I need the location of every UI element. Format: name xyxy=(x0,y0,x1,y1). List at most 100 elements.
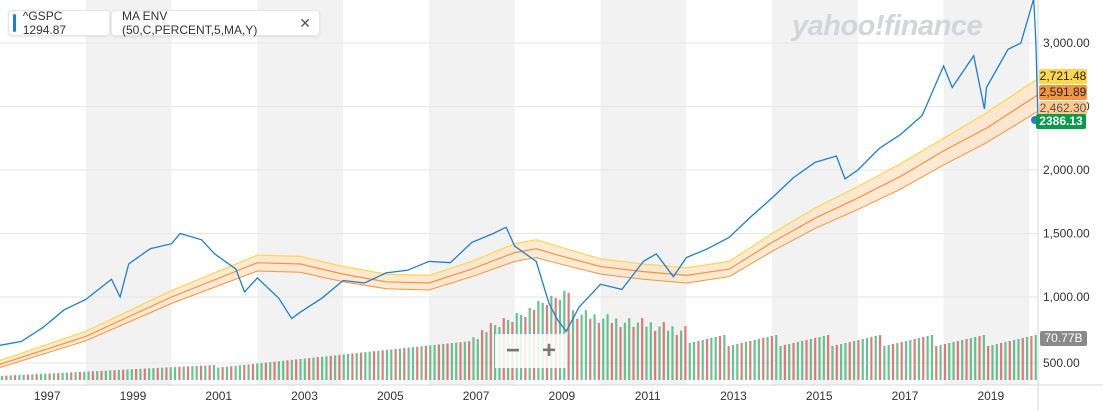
price-line xyxy=(0,0,1039,346)
volume-bar xyxy=(861,339,864,380)
volume-bar xyxy=(135,369,138,380)
volume-bar xyxy=(1021,338,1024,380)
x-tick-label: 2017 xyxy=(892,389,919,403)
volume-bar xyxy=(775,335,778,380)
volume-bar xyxy=(567,292,570,380)
volume-bar xyxy=(74,372,77,380)
volume-bar xyxy=(1030,336,1033,380)
zoom-out-button[interactable]: − xyxy=(505,337,520,364)
volume-bar xyxy=(113,370,116,380)
volume-bar xyxy=(779,346,782,380)
zoom-in-button[interactable]: + xyxy=(541,337,556,364)
volume-bar xyxy=(489,323,492,380)
volume-tag: 70.77B xyxy=(1040,331,1087,346)
year-shade-band xyxy=(600,0,687,385)
volume-bar xyxy=(48,373,51,380)
envelope-upper-line xyxy=(0,77,1039,362)
last-price-tag: 2386.13 xyxy=(1036,114,1086,129)
year-shade-band xyxy=(428,0,515,385)
volume-bar xyxy=(744,342,748,380)
volume-bar xyxy=(801,341,804,380)
volume-bar xyxy=(364,352,367,380)
volume-bar xyxy=(757,339,761,380)
volume-bar xyxy=(217,367,220,380)
volume-bar xyxy=(385,349,389,380)
volume-bar xyxy=(225,366,229,380)
volume-bar xyxy=(359,352,363,380)
volume-bar xyxy=(736,344,739,380)
volume-bar xyxy=(282,360,285,380)
volume-bar xyxy=(852,341,856,380)
volume-bar xyxy=(403,348,406,380)
volume-bar xyxy=(814,338,817,380)
volume-bar xyxy=(468,341,471,380)
volume-bar xyxy=(152,368,155,380)
volume-bar xyxy=(714,337,717,380)
volume-bar xyxy=(325,356,328,380)
volume-bar xyxy=(329,355,332,380)
volume-bar xyxy=(234,365,237,380)
close-icon[interactable]: ✕ xyxy=(299,14,311,31)
volume-bar xyxy=(143,368,146,380)
volume-bar xyxy=(251,363,255,380)
volume-bar xyxy=(455,342,458,380)
volume-bar xyxy=(273,361,276,380)
symbol-legend-label: ^GSPC 1294.87 xyxy=(22,9,67,37)
volume-bar xyxy=(420,346,423,380)
x-tick-label: 2005 xyxy=(377,389,404,403)
year-shade-band xyxy=(257,0,344,385)
volume-bar xyxy=(9,375,12,380)
volume-bar xyxy=(308,358,311,380)
volume-bar xyxy=(649,322,652,380)
volume-bar xyxy=(411,347,415,380)
x-tick-label: 1999 xyxy=(120,389,147,403)
volume-bar xyxy=(576,318,579,380)
volume-bar xyxy=(623,322,626,380)
volume-bar xyxy=(913,339,916,380)
series-color-marker xyxy=(13,14,16,32)
volume-bar xyxy=(83,371,86,380)
x-tick-label: 2009 xyxy=(549,389,576,403)
symbol-legend-chip[interactable]: ^GSPC 1294.87 xyxy=(8,9,110,37)
volume-bar xyxy=(346,353,350,380)
zoom-controls: − + xyxy=(495,334,567,368)
volume-bar xyxy=(667,330,670,380)
volume-bar xyxy=(437,344,440,380)
volume-bar xyxy=(450,343,453,380)
volume-bar xyxy=(710,338,713,380)
year-shade-band xyxy=(772,0,858,385)
volume-bar xyxy=(333,355,337,380)
volume-bar xyxy=(230,366,233,380)
volume-bar xyxy=(109,370,112,380)
volume-bar xyxy=(390,349,393,380)
volume-bar xyxy=(766,337,769,380)
envelope-lower-line xyxy=(0,110,1039,368)
volume-bar xyxy=(96,371,99,380)
volume-bar xyxy=(256,363,259,380)
volume-bar xyxy=(930,335,934,380)
volume-bar xyxy=(805,340,808,380)
volume-bar xyxy=(969,338,972,380)
indicator-legend-label: MA ENV (50,C,PERCENT,5,MA,Y) xyxy=(122,9,258,37)
volume-bar xyxy=(264,362,267,380)
volume-bar xyxy=(995,344,998,380)
volume-bar xyxy=(610,322,613,380)
volume-bar xyxy=(848,342,851,380)
indicator-legend-chip[interactable]: MA ENV (50,C,PERCENT,5,MA,Y) ✕ xyxy=(111,9,320,37)
volume-bar xyxy=(658,326,661,380)
volume-bar xyxy=(351,353,354,380)
volume-bar xyxy=(338,354,341,380)
volume-bar xyxy=(870,337,873,380)
volume-bar xyxy=(697,341,700,380)
x-tick-label: 2019 xyxy=(977,389,1004,403)
volume-bar xyxy=(857,340,860,380)
volume-bar xyxy=(459,342,462,380)
volume-bar xyxy=(221,367,224,380)
volume-bar xyxy=(18,375,21,380)
volume-bar xyxy=(922,337,925,380)
volume-bar xyxy=(645,326,648,380)
volume-bar xyxy=(472,337,475,380)
volume-bar xyxy=(891,344,895,380)
envelope-lower-tag: 2,462.30 xyxy=(1039,101,1087,116)
volume-bar xyxy=(593,314,596,380)
